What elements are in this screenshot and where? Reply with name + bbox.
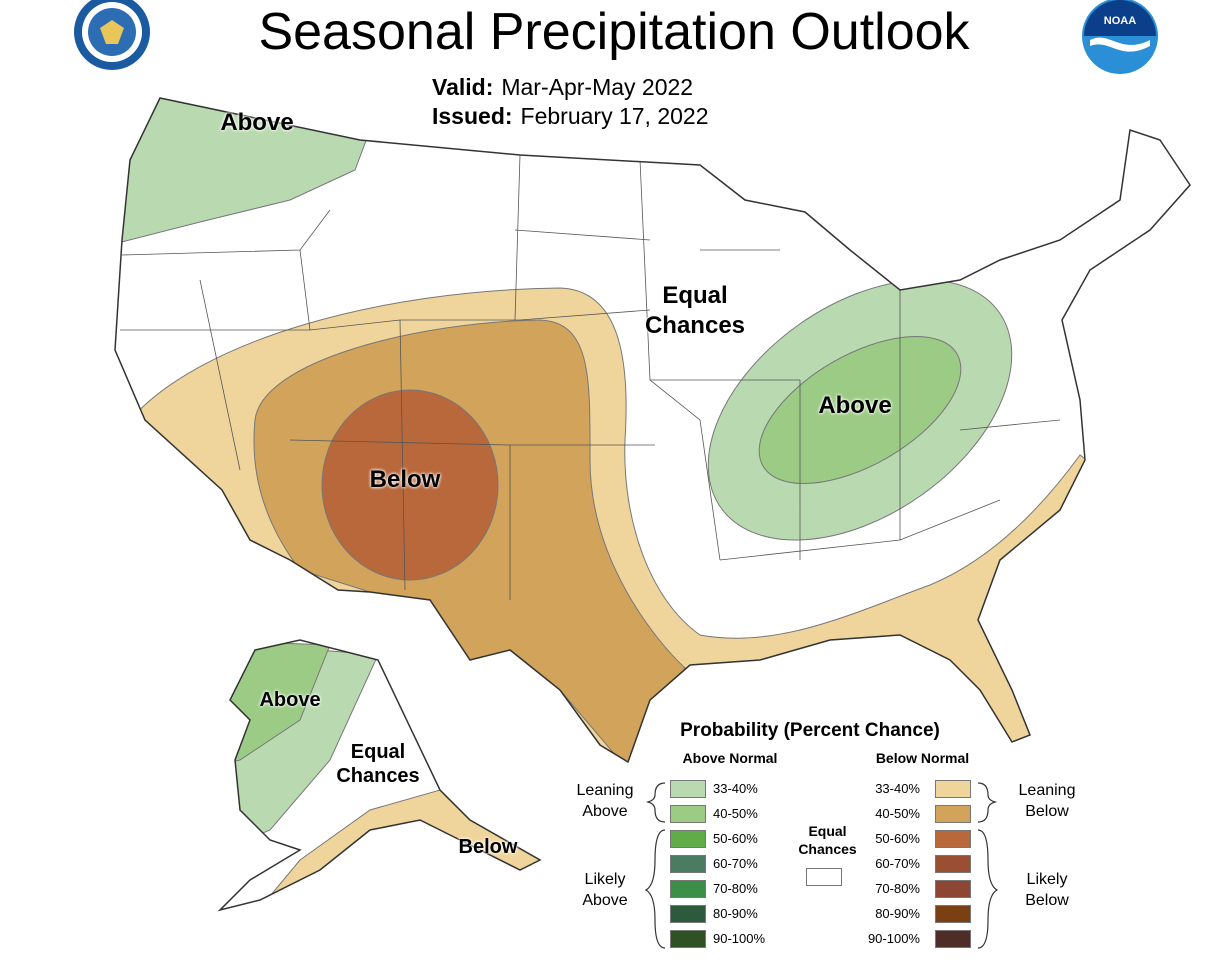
- legend-above-swatch: [670, 880, 706, 898]
- label-alaska-equal: Equal Chances: [318, 740, 438, 788]
- legend-above-swatch: [670, 930, 706, 948]
- leaning-above-line2: Above: [582, 803, 628, 820]
- legend-above-swatch: [670, 830, 706, 848]
- equal-line1: Equal: [662, 282, 728, 309]
- legend-above-range: 33-40%: [713, 781, 758, 796]
- svg-text:NOAA: NOAA: [1104, 15, 1136, 27]
- conus-outline: [114, 97, 1191, 764]
- leaning-above-line1: Leaning: [576, 782, 634, 799]
- valid-value: Mar-Apr-May 2022: [501, 74, 694, 100]
- valid-line: Valid: Mar-Apr-May 2022: [432, 74, 693, 101]
- likely-below-line2: Below: [1025, 892, 1069, 909]
- legend-leaning-below: Leaning Below: [1002, 780, 1092, 822]
- likely-above-line2: Above: [582, 892, 628, 909]
- legend-below-swatch: [935, 905, 971, 923]
- valid-label: Valid:: [432, 74, 494, 100]
- label-equal-chances: Equal Chances: [630, 281, 760, 341]
- legend-above-range: 70-80%: [713, 881, 758, 896]
- label-alaska-above: Above: [259, 689, 321, 711]
- legend-below-range: 60-70%: [875, 856, 920, 871]
- legend-below-range: 90-100%: [867, 931, 920, 946]
- legend-below-range: 80-90%: [875, 906, 920, 921]
- label-northwest-above: Above: [220, 109, 294, 136]
- legend-below-range: 50-60%: [875, 831, 920, 846]
- legend-above-swatch: [670, 805, 706, 823]
- legend-below-swatch: [935, 780, 971, 798]
- east-above-40-50: [758, 335, 962, 485]
- issued-label: Issued:: [432, 103, 513, 129]
- legend-likely-below: Likely Below: [1002, 869, 1092, 911]
- legend-title: Probability (Percent Chance): [680, 720, 940, 741]
- legend-above-range: 80-90%: [713, 906, 758, 921]
- southwest-below-50-60: [321, 389, 499, 581]
- page-title: Seasonal Precipitation Outlook: [258, 3, 970, 61]
- legend-below-range: 40-50%: [875, 806, 920, 821]
- label-east-above: Above: [818, 392, 892, 419]
- alaska-outline: [217, 639, 542, 912]
- legend-equal-chances: Equal Chances: [790, 822, 865, 858]
- issued-line: Issued: February 17, 2022: [432, 103, 708, 130]
- legend-below-swatch: [935, 930, 971, 948]
- legend-below-swatch: [935, 880, 971, 898]
- legend-above-swatch: [670, 855, 706, 873]
- legend-below-header: Below Normal: [875, 750, 970, 766]
- legend-likely-above: Likely Above: [560, 869, 650, 911]
- commerce-seal-logo: [74, 0, 150, 70]
- legend-above-range: 40-50%: [713, 806, 758, 821]
- likely-below-line1: Likely: [1026, 871, 1068, 888]
- leaning-below-line2: Below: [1025, 803, 1069, 820]
- likely-above-line1: Likely: [584, 871, 626, 888]
- alaska-equal-line2: Chances: [336, 765, 420, 787]
- legend-leaning-above: Leaning Above: [560, 780, 650, 822]
- legend-above-range: 60-70%: [713, 856, 758, 871]
- equal-chances-line1: Equal: [808, 823, 847, 839]
- label-southwest-below: Below: [369, 466, 441, 493]
- noaa-logo: NOAA: [1082, 0, 1158, 74]
- legend-below-swatch: [935, 855, 971, 873]
- issued-value: February 17, 2022: [520, 103, 709, 129]
- equal-line2: Chances: [644, 312, 746, 339]
- legend-below-range: 70-80%: [875, 881, 920, 896]
- label-alaska-below: Below: [458, 836, 518, 858]
- alaska-equal-line1: Equal: [350, 741, 406, 763]
- equal-chances-line2: Chances: [798, 841, 857, 857]
- legend-below-range: 33-40%: [875, 781, 920, 796]
- legend-below-swatch: [935, 830, 971, 848]
- legend-above-range: 50-60%: [713, 831, 758, 846]
- leaning-below-line1: Leaning: [1018, 782, 1076, 799]
- legend-below-swatch: [935, 805, 971, 823]
- state-borders: [120, 154, 1061, 600]
- legend-above-swatch: [670, 905, 706, 923]
- legend-above-swatch: [670, 780, 706, 798]
- legend-equal-swatch: [806, 868, 842, 886]
- legend-above-header: Above Normal: [682, 750, 778, 766]
- legend-above-range: 90-100%: [713, 931, 766, 946]
